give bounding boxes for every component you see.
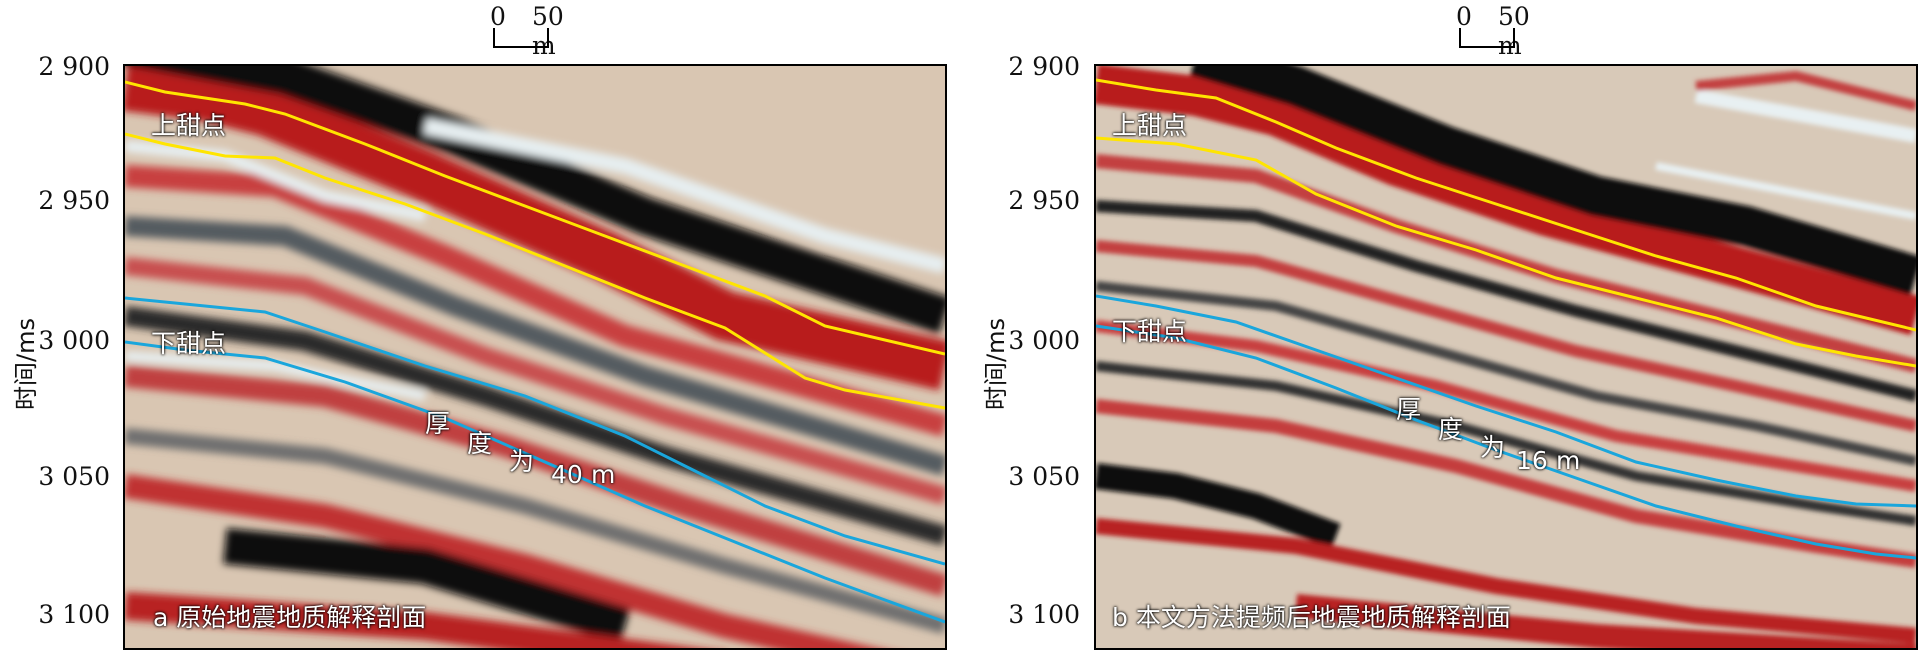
lower-horizon-base (1096, 324, 1916, 560)
seismic-section-a (125, 66, 945, 648)
y-tick: 2 900 (1008, 52, 1080, 81)
thickness-char: 度 (467, 429, 493, 458)
reflection-bands (125, 66, 945, 648)
y-tick: 3 050 (1008, 462, 1080, 491)
upper-sweet-spot-label: 上甜点 (1112, 111, 1188, 140)
y-tick: 2 950 (38, 186, 110, 215)
y-tick: 3 100 (38, 600, 110, 629)
upper-horizon-base (125, 132, 945, 410)
thickness-char: 厚 (1396, 395, 1422, 424)
thickness-char: 16 (1516, 446, 1548, 475)
scale-bar-b: 0 50 m (1456, 0, 1546, 60)
scale-line (1459, 28, 1515, 48)
thickness-char: 为 (509, 447, 535, 476)
y-tick: 3 100 (1008, 600, 1080, 629)
upper-horizon-base (1096, 136, 1916, 368)
scale-end: 50 m (532, 2, 564, 60)
scale-line (493, 28, 549, 48)
upper-sweet-spot-label: 上甜点 (151, 111, 227, 140)
seismic-panel-a: 上甜点 下甜点 厚 度 为 40 m a 原始地震地质解释剖面 (123, 64, 947, 650)
scale-bar-a: 0 50 m (490, 0, 580, 60)
y-tick: 3 050 (38, 462, 110, 491)
thickness-char: 度 (1438, 415, 1464, 444)
lower-sweet-spot-label: 下甜点 (1112, 317, 1188, 346)
lower-horizon-top (1096, 294, 1916, 508)
y-tick: 2 900 (38, 52, 110, 81)
thickness-char: 厚 (425, 409, 451, 438)
lower-horizon-top (125, 296, 945, 566)
seismic-panel-b: 上甜点 下甜点 厚 度 为 16 m b 本文方法提频后地震地质解释剖面 (1094, 64, 1918, 650)
scale-start: 0 (1456, 2, 1472, 31)
scale-end: 50 m (1498, 2, 1530, 60)
thickness-char: m (1556, 446, 1581, 475)
y-tick: 3 000 (1008, 326, 1080, 355)
upper-horizon-top (125, 80, 945, 356)
thickness-char: m (591, 460, 616, 489)
thickness-char: 为 (1480, 433, 1506, 462)
panel-caption: b 本文方法提频后地震地质解释剖面 (1112, 603, 1511, 632)
upper-horizon-top (1096, 78, 1916, 332)
y-tick: 2 950 (1008, 186, 1080, 215)
panel-caption: a 原始地震地质解释剖面 (153, 603, 427, 632)
thickness-char: 40 (551, 460, 583, 489)
lower-horizon-base (125, 340, 945, 624)
y-tick: 3 000 (38, 326, 110, 355)
seismic-section-b (1096, 66, 1916, 648)
lower-sweet-spot-label: 下甜点 (151, 329, 227, 358)
scale-start: 0 (490, 2, 506, 31)
